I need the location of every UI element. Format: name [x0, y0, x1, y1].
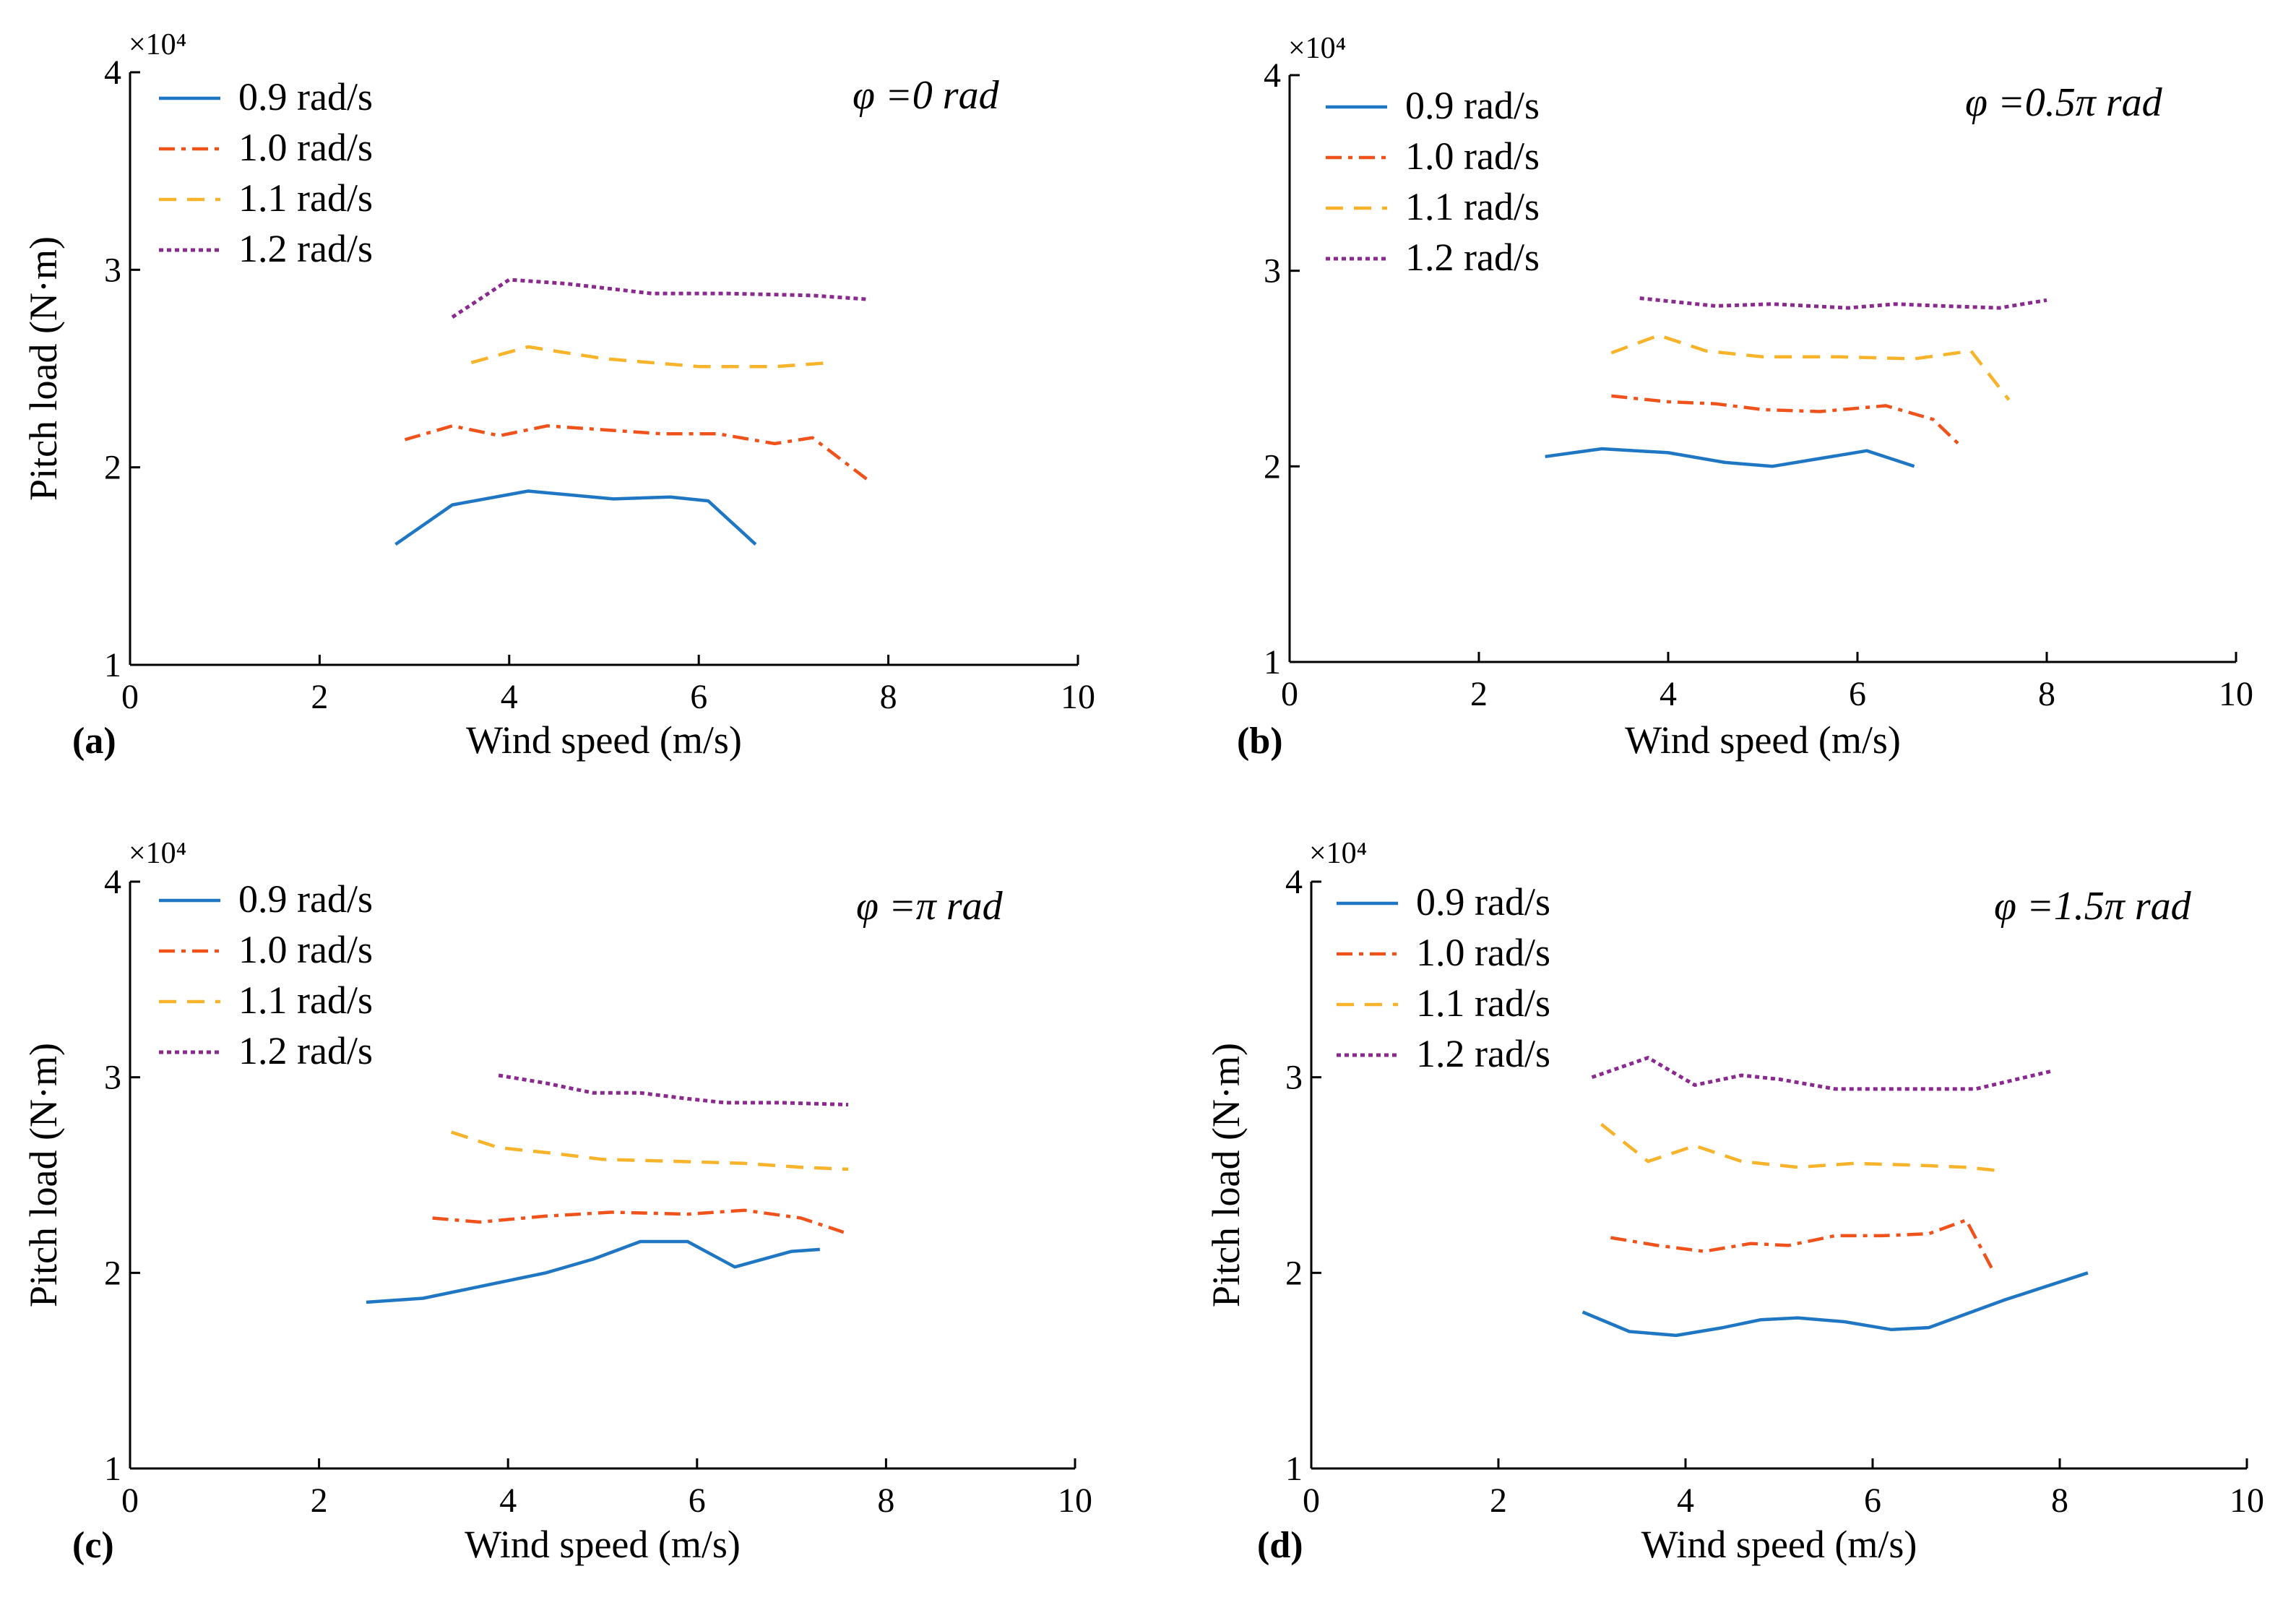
panel-label: (d) [1257, 1525, 1303, 1566]
y-tick-label: 3 [104, 1059, 121, 1097]
panel-label: (b) [1237, 721, 1283, 762]
y-tick-label: 2 [1285, 1254, 1303, 1292]
legend-label: 1.2 rad/s [238, 227, 373, 270]
panel-label: (a) [72, 721, 116, 762]
x-tick-label: 8 [2051, 1481, 2068, 1520]
x-tick-label: 4 [1677, 1481, 1694, 1520]
y-axis-label: Pitch load (N·m) [22, 236, 65, 501]
x-tick-label: 8 [880, 678, 897, 716]
y-tick-label: 1 [1285, 1450, 1303, 1488]
x-tick-label: 0 [121, 1481, 139, 1520]
y-tick-label: 1 [1264, 643, 1281, 681]
series-line-0-9-rad-s [394, 489, 757, 546]
x-tick-label: 0 [1303, 1481, 1320, 1520]
x-axis-label: Wind speed (m/s) [465, 1523, 741, 1566]
x-tick-label: 10 [1061, 678, 1095, 716]
y-tick-label: 4 [104, 863, 121, 901]
legend-label: 1.0 rad/s [238, 126, 373, 169]
x-axis-label: Wind speed (m/s) [466, 718, 742, 762]
y-tick-label: 1 [104, 646, 121, 684]
legend-label: 0.9 rad/s [238, 877, 373, 921]
series-line-1-1-rad-s [1610, 333, 2011, 401]
series-line-0-9-rad-s [1581, 1271, 2089, 1338]
exponent-label: ×10⁴ [129, 28, 186, 61]
x-tick-label: 2 [1470, 675, 1488, 713]
y-tick-label: 3 [1285, 1059, 1303, 1097]
y-axis-label: Pitch load (N·m) [22, 1043, 65, 1307]
x-tick-label: 4 [499, 1481, 517, 1520]
series-line-1-1-rad-s [1600, 1122, 2004, 1173]
legend-label: 1.1 rad/s [1416, 981, 1550, 1025]
series-line-1-0-rad-s [432, 1208, 849, 1236]
series-line-1-2-rad-s [498, 1073, 849, 1107]
x-tick-label: 6 [1864, 1481, 1881, 1520]
x-tick-label: 6 [1849, 675, 1866, 713]
phase-annotation: φ =1.5π rad [1994, 884, 2192, 929]
legend-label: 1.0 rad/s [238, 928, 373, 971]
y-tick-label: 2 [104, 449, 121, 487]
series-line-1-2-rad-s [1639, 296, 2047, 310]
x-tick-label: 10 [2219, 675, 2253, 713]
x-tick-label: 6 [690, 678, 707, 716]
exponent-label: ×10⁴ [1309, 837, 1367, 870]
series-line-1-0-rad-s [1611, 394, 1963, 448]
exponent-label: ×10⁴ [129, 837, 186, 870]
x-tick-label: 0 [121, 678, 139, 716]
exponent-label: ×10⁴ [1288, 32, 1346, 65]
legend-label: 1.1 rad/s [1405, 185, 1540, 228]
legend-label: 1.1 rad/s [238, 978, 373, 1022]
series-line-1-1-rad-s [450, 1130, 849, 1171]
y-tick-label: 4 [1285, 863, 1303, 901]
x-tick-label: 2 [1490, 1481, 1507, 1520]
series-line-1-2-rad-s [1591, 1056, 2051, 1091]
legend-label: 0.9 rad/s [1416, 880, 1550, 924]
legend-label: 1.2 rad/s [238, 1029, 373, 1072]
x-tick-label: 2 [311, 678, 328, 716]
y-tick-label: 2 [104, 1254, 121, 1292]
x-axis-label: Wind speed (m/s) [1625, 718, 1901, 762]
legend-label: 0.9 rad/s [238, 75, 373, 119]
series-line-0-9-rad-s [366, 1239, 820, 1304]
x-tick-label: 4 [1660, 675, 1677, 713]
series-line-1-0-rad-s [1610, 1218, 1996, 1274]
x-tick-label: 2 [311, 1481, 328, 1520]
y-tick-label: 1 [104, 1450, 121, 1488]
legend-label: 0.9 rad/s [1405, 84, 1540, 127]
x-tick-label: 8 [877, 1481, 894, 1520]
series-line-1-0-rad-s [404, 424, 871, 483]
series-line-1-1-rad-s [470, 345, 832, 369]
y-tick-label: 4 [1264, 56, 1281, 95]
phase-annotation: φ =0.5π rad [1965, 80, 2163, 125]
legend-label: 1.0 rad/s [1416, 931, 1550, 974]
legend-label: 1.2 rad/s [1416, 1032, 1550, 1075]
panel-label: (c) [72, 1525, 114, 1566]
phase-annotation: φ =π rad [856, 884, 1004, 929]
x-tick-label: 6 [689, 1481, 706, 1520]
x-tick-label: 8 [2038, 675, 2055, 713]
phase-annotation: φ =0 rad [853, 73, 1000, 118]
x-tick-label: 10 [1058, 1481, 1092, 1520]
series-line-1-2-rad-s [451, 278, 870, 319]
y-tick-label: 2 [1264, 447, 1281, 486]
x-axis-label: Wind speed (m/s) [1641, 1523, 1917, 1566]
legend-label: 1.1 rad/s [238, 176, 373, 220]
x-tick-label: 10 [2230, 1481, 2264, 1520]
y-tick-label: 3 [104, 251, 121, 289]
y-axis-label: Pitch load (N·m) [1204, 1043, 1248, 1307]
y-tick-label: 4 [104, 53, 121, 92]
legend-label: 1.2 rad/s [1405, 236, 1540, 279]
series-line-0-9-rad-s [1545, 447, 1915, 468]
x-tick-label: 4 [501, 678, 518, 716]
legend-label: 1.0 rad/s [1405, 134, 1540, 178]
x-tick-label: 0 [1281, 675, 1298, 713]
y-tick-label: 3 [1264, 252, 1281, 291]
